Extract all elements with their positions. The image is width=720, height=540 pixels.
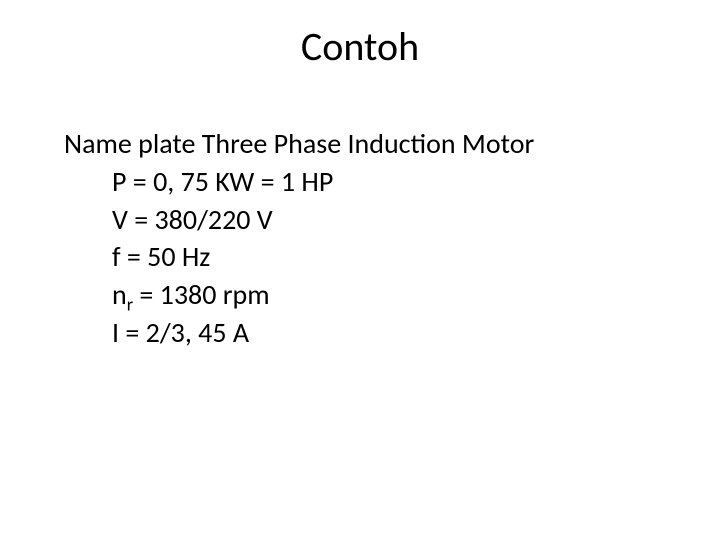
line-current: I = 2/3, 45 A <box>64 314 534 352</box>
line-frequency: f = 50 Hz <box>64 238 534 276</box>
speed-prefix: n <box>112 277 127 312</box>
line-speed: nr = 1380 rpm <box>64 276 534 314</box>
body-heading: Name plate Three Phase Induction Motor <box>64 125 534 163</box>
slide: Contoh Name plate Three Phase Induction … <box>0 0 720 540</box>
slide-body: Name plate Three Phase Induction Motor P… <box>64 125 534 352</box>
line-power: P = 0, 75 KW = 1 HP <box>64 163 534 201</box>
slide-title: Contoh <box>0 22 720 71</box>
speed-suffix: = 1380 rpm <box>133 277 270 312</box>
line-voltage: V = 380/220 V <box>64 201 534 239</box>
